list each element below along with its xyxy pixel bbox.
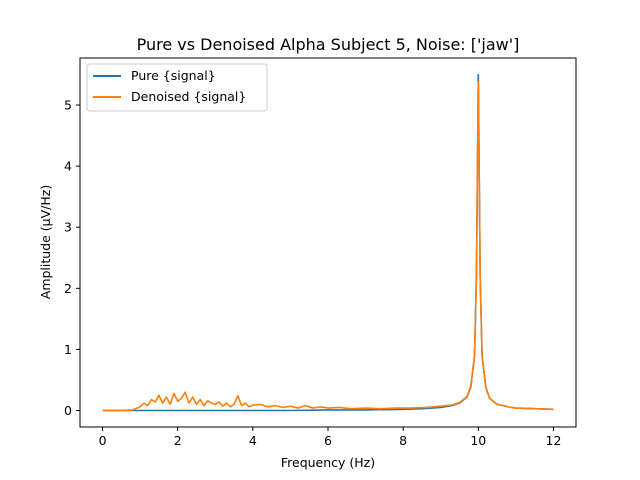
y-axis: 0 1 2 3 4 5 bbox=[64, 98, 80, 418]
y-tick-label: 4 bbox=[64, 159, 72, 174]
legend-label-denoised: Denoised {signal} bbox=[131, 89, 246, 104]
x-axis: 0 2 4 6 8 10 12 bbox=[99, 427, 562, 448]
y-tick-label: 1 bbox=[64, 342, 72, 357]
x-tick-label: 8 bbox=[399, 433, 407, 448]
y-axis-label: Amplitude (μV/Hz) bbox=[38, 185, 53, 299]
x-tick-label: 4 bbox=[249, 433, 257, 448]
chart-title: Pure vs Denoised Alpha Subject 5, Noise:… bbox=[137, 35, 520, 54]
x-tick-label: 0 bbox=[99, 433, 107, 448]
series-line-denoised bbox=[102, 81, 554, 412]
x-tick-label: 2 bbox=[174, 433, 182, 448]
x-tick-label: 6 bbox=[324, 433, 332, 448]
y-tick-label: 0 bbox=[64, 403, 72, 418]
x-tick-label: 12 bbox=[546, 433, 562, 448]
series-layer bbox=[102, 73, 554, 412]
legend-box bbox=[86, 63, 268, 112]
x-axis-label: Frequency (Hz) bbox=[281, 455, 375, 470]
series-line-pure bbox=[102, 73, 554, 412]
legend-label-pure: Pure {signal} bbox=[131, 68, 216, 83]
plot-frame bbox=[79, 57, 577, 428]
y-tick-label: 5 bbox=[64, 98, 72, 113]
y-tick-label: 3 bbox=[64, 220, 72, 235]
legend: Pure {signal} Denoised {signal} bbox=[86, 63, 268, 112]
y-tick-label: 2 bbox=[64, 281, 72, 296]
x-tick-label: 10 bbox=[470, 433, 486, 448]
